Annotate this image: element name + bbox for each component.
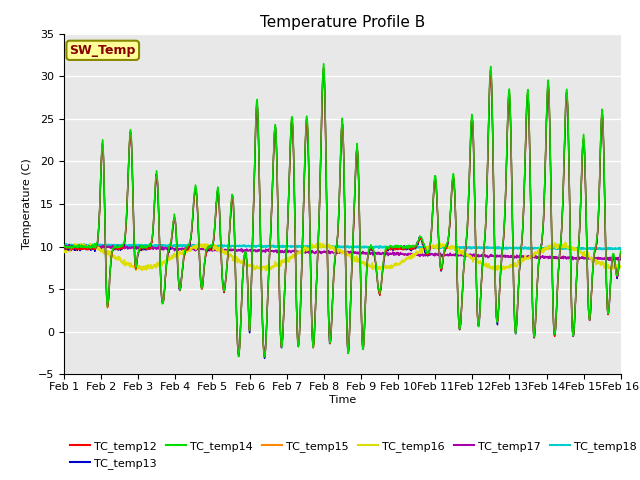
TC_temp18 <box>318 244 326 250</box>
TC_temp17 <box>297 249 305 255</box>
TC_temp14 <box>126 132 134 137</box>
TC_temp12 <box>378 279 385 285</box>
TC_temp12 <box>235 354 243 360</box>
TC_temp12 <box>318 94 326 99</box>
Y-axis label: Temperature (C): Temperature (C) <box>22 158 33 250</box>
TC_temp18 <box>80 241 88 247</box>
TC_temp17 <box>60 243 68 249</box>
TC_temp15 <box>308 330 316 336</box>
TC_temp14 <box>60 242 68 248</box>
TC_temp18 <box>308 244 316 250</box>
TC_temp13 <box>378 277 385 283</box>
TC_temp16 <box>378 264 385 270</box>
Text: SW_Temp: SW_Temp <box>70 44 136 57</box>
TC_temp16 <box>262 268 269 274</box>
TC_temp12 <box>617 249 625 255</box>
TC_temp17 <box>611 258 618 264</box>
TC_temp14 <box>260 354 268 360</box>
TC_temp15 <box>260 355 268 360</box>
TC_temp15 <box>103 301 111 307</box>
TC_temp15 <box>297 301 305 307</box>
TC_temp16 <box>60 246 68 252</box>
TC_temp15 <box>378 278 385 284</box>
TC_temp13 <box>318 93 326 99</box>
TC_temp12 <box>103 300 111 306</box>
TC_temp12 <box>60 244 68 250</box>
Line: TC_temp17: TC_temp17 <box>64 245 621 261</box>
TC_temp14 <box>617 248 625 254</box>
TC_temp16 <box>318 244 326 250</box>
TC_temp14 <box>378 278 385 284</box>
TC_temp13 <box>308 330 316 336</box>
TC_temp18 <box>126 243 134 249</box>
TC_temp18 <box>297 243 305 249</box>
TC_temp14 <box>320 60 328 66</box>
TC_temp13 <box>617 249 625 255</box>
TC_temp14 <box>308 331 316 337</box>
TC_temp13 <box>126 136 134 142</box>
TC_temp15 <box>60 244 68 250</box>
TC_temp14 <box>318 90 326 96</box>
TC_temp17 <box>308 248 316 253</box>
TC_temp12 <box>308 332 316 337</box>
TC_temp13 <box>103 301 111 307</box>
TC_temp17 <box>617 256 625 262</box>
TC_temp14 <box>103 302 111 308</box>
TC_temp18 <box>378 244 385 250</box>
TC_temp12 <box>297 300 305 306</box>
TC_temp17 <box>104 244 111 250</box>
TC_temp13 <box>297 300 305 305</box>
TC_temp12 <box>126 137 134 143</box>
TC_temp14 <box>297 299 305 305</box>
TC_temp12 <box>320 65 328 71</box>
TC_temp16 <box>617 264 625 270</box>
Line: TC_temp14: TC_temp14 <box>64 63 621 357</box>
TC_temp13 <box>260 355 268 361</box>
TC_temp18 <box>598 247 605 252</box>
Line: TC_temp18: TC_temp18 <box>64 244 621 250</box>
Line: TC_temp15: TC_temp15 <box>64 69 621 358</box>
Title: Temperature Profile B: Temperature Profile B <box>260 15 425 30</box>
TC_temp15 <box>126 136 134 142</box>
TC_temp16 <box>562 240 570 245</box>
Line: TC_temp12: TC_temp12 <box>64 68 621 357</box>
TC_temp16 <box>308 241 316 247</box>
TC_temp18 <box>617 245 625 251</box>
Line: TC_temp13: TC_temp13 <box>64 68 621 358</box>
TC_temp15 <box>617 249 625 255</box>
TC_temp16 <box>126 260 134 266</box>
TC_temp13 <box>320 65 328 71</box>
TC_temp15 <box>320 66 328 72</box>
TC_temp18 <box>60 241 68 247</box>
TC_temp15 <box>318 94 326 100</box>
TC_temp17 <box>318 250 326 255</box>
TC_temp16 <box>297 248 305 253</box>
Legend: TC_temp12, TC_temp13, TC_temp14, TC_temp15, TC_temp16, TC_temp17, TC_temp18: TC_temp12, TC_temp13, TC_temp14, TC_temp… <box>70 441 637 468</box>
TC_temp17 <box>378 252 385 257</box>
TC_temp13 <box>60 245 68 251</box>
TC_temp17 <box>65 242 73 248</box>
TC_temp16 <box>103 252 111 257</box>
TC_temp18 <box>104 242 111 248</box>
TC_temp17 <box>126 245 134 251</box>
X-axis label: Time: Time <box>329 395 356 405</box>
Line: TC_temp16: TC_temp16 <box>64 242 621 271</box>
